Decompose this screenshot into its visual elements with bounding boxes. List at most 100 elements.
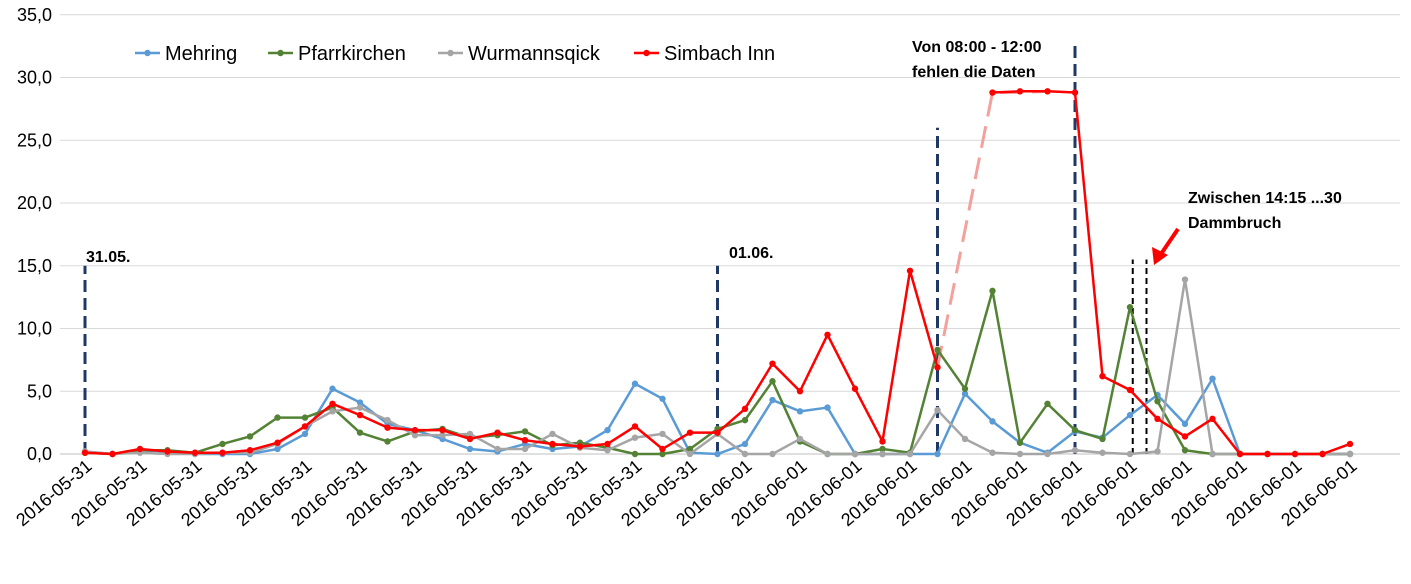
data-point xyxy=(1209,375,1216,382)
data-point xyxy=(1126,303,1134,311)
data-point xyxy=(989,287,996,295)
y-tick-label: 0,0 xyxy=(27,444,52,464)
annotation-text: fehlen die Daten xyxy=(912,64,1036,81)
data-point xyxy=(741,416,749,424)
data-point xyxy=(906,267,914,274)
data-point xyxy=(549,440,556,448)
legend-label: Wurmannsqick xyxy=(468,43,601,65)
legend-swatch-marker xyxy=(277,49,284,57)
y-tick-label: 35,0 xyxy=(17,5,52,25)
data-point xyxy=(1071,89,1079,96)
data-point xyxy=(1016,88,1024,95)
data-point xyxy=(631,434,639,441)
data-point xyxy=(246,447,254,454)
data-point xyxy=(631,380,639,387)
data-point xyxy=(1319,450,1326,458)
data-point xyxy=(466,445,474,453)
annotation-text: 31.05. xyxy=(86,249,130,266)
data-point xyxy=(521,436,529,444)
data-point xyxy=(934,406,941,414)
data-point xyxy=(824,331,831,338)
annotations: 31.05. 01.06. Von 08:00 - 12:00 fehlen die … xyxy=(86,39,1342,266)
annotation-text: Dammbruch xyxy=(1188,215,1281,232)
data-point xyxy=(219,449,226,456)
data-point xyxy=(961,435,969,443)
data-point xyxy=(989,449,996,456)
data-point xyxy=(494,429,501,436)
data-point xyxy=(521,428,529,435)
data-point xyxy=(329,408,336,415)
data-point xyxy=(356,399,364,406)
data-point xyxy=(494,445,501,453)
data-point xyxy=(1044,400,1051,407)
data-point xyxy=(329,400,336,407)
data-point xyxy=(439,431,446,439)
data-point xyxy=(301,423,309,430)
data-point xyxy=(384,424,391,431)
data-point xyxy=(796,388,804,395)
data-point xyxy=(851,450,859,458)
data-point xyxy=(1346,440,1354,448)
arrow-head xyxy=(1152,247,1168,265)
y-tick-label: 30,0 xyxy=(17,68,52,88)
annotation-text: Zwischen 14:15 ...30 xyxy=(1188,190,1342,207)
legend-label: Simbach Inn xyxy=(664,43,775,65)
data-point xyxy=(466,430,474,438)
data-point xyxy=(384,416,391,424)
y-tick-label: 25,0 xyxy=(17,130,52,150)
data-point xyxy=(1264,450,1271,458)
data-point xyxy=(1154,448,1161,455)
data-point xyxy=(686,450,694,458)
data-point xyxy=(769,360,776,367)
data-point xyxy=(1291,450,1299,458)
data-point xyxy=(961,385,969,392)
annotation-text: 01.06. xyxy=(729,245,773,262)
arrow-shaft xyxy=(1159,227,1180,256)
data-point xyxy=(1044,450,1051,458)
y-tick-label: 10,0 xyxy=(17,319,52,339)
data-point xyxy=(1236,450,1244,458)
data-point xyxy=(576,443,584,450)
marker-lines xyxy=(83,44,1148,454)
data-point xyxy=(1346,450,1354,458)
data-point xyxy=(659,445,666,453)
data-point xyxy=(301,430,309,438)
data-point xyxy=(961,390,969,397)
data-point xyxy=(136,445,144,453)
data-point xyxy=(1181,420,1189,428)
data-point xyxy=(1016,450,1024,458)
data-point xyxy=(824,404,831,411)
data-point xyxy=(659,430,666,438)
data-point xyxy=(109,450,116,458)
data-point xyxy=(989,89,996,96)
data-point xyxy=(1209,450,1216,458)
data-point xyxy=(356,411,364,419)
y-tick-label: 15,0 xyxy=(17,256,52,276)
data-point xyxy=(1044,88,1051,95)
y-axis-ticks: 0,0 5,0 10,0 15,0 20,0 25,0 30,0 35,0 xyxy=(17,5,52,464)
data-point xyxy=(1071,447,1079,454)
data-point xyxy=(1209,415,1216,423)
annotation-text: Von 08:00 - 12:00 xyxy=(912,39,1042,56)
data-point xyxy=(879,438,886,445)
data-point xyxy=(604,440,611,448)
data-point xyxy=(659,450,666,458)
data-point xyxy=(714,450,721,458)
data-point xyxy=(796,435,804,443)
data-point xyxy=(466,435,474,443)
data-point xyxy=(851,385,859,392)
data-point xyxy=(1126,386,1134,394)
data-point xyxy=(301,414,309,421)
data-point xyxy=(934,450,941,458)
gridlines xyxy=(60,14,1400,392)
data-point xyxy=(1016,439,1024,446)
data-point xyxy=(274,445,281,453)
data-point xyxy=(329,385,336,392)
data-point xyxy=(1099,449,1106,456)
legend-swatch-marker xyxy=(144,49,151,57)
data-point xyxy=(356,429,364,436)
data-point xyxy=(631,423,639,430)
data-point xyxy=(879,445,886,453)
series-line xyxy=(992,90,1351,456)
